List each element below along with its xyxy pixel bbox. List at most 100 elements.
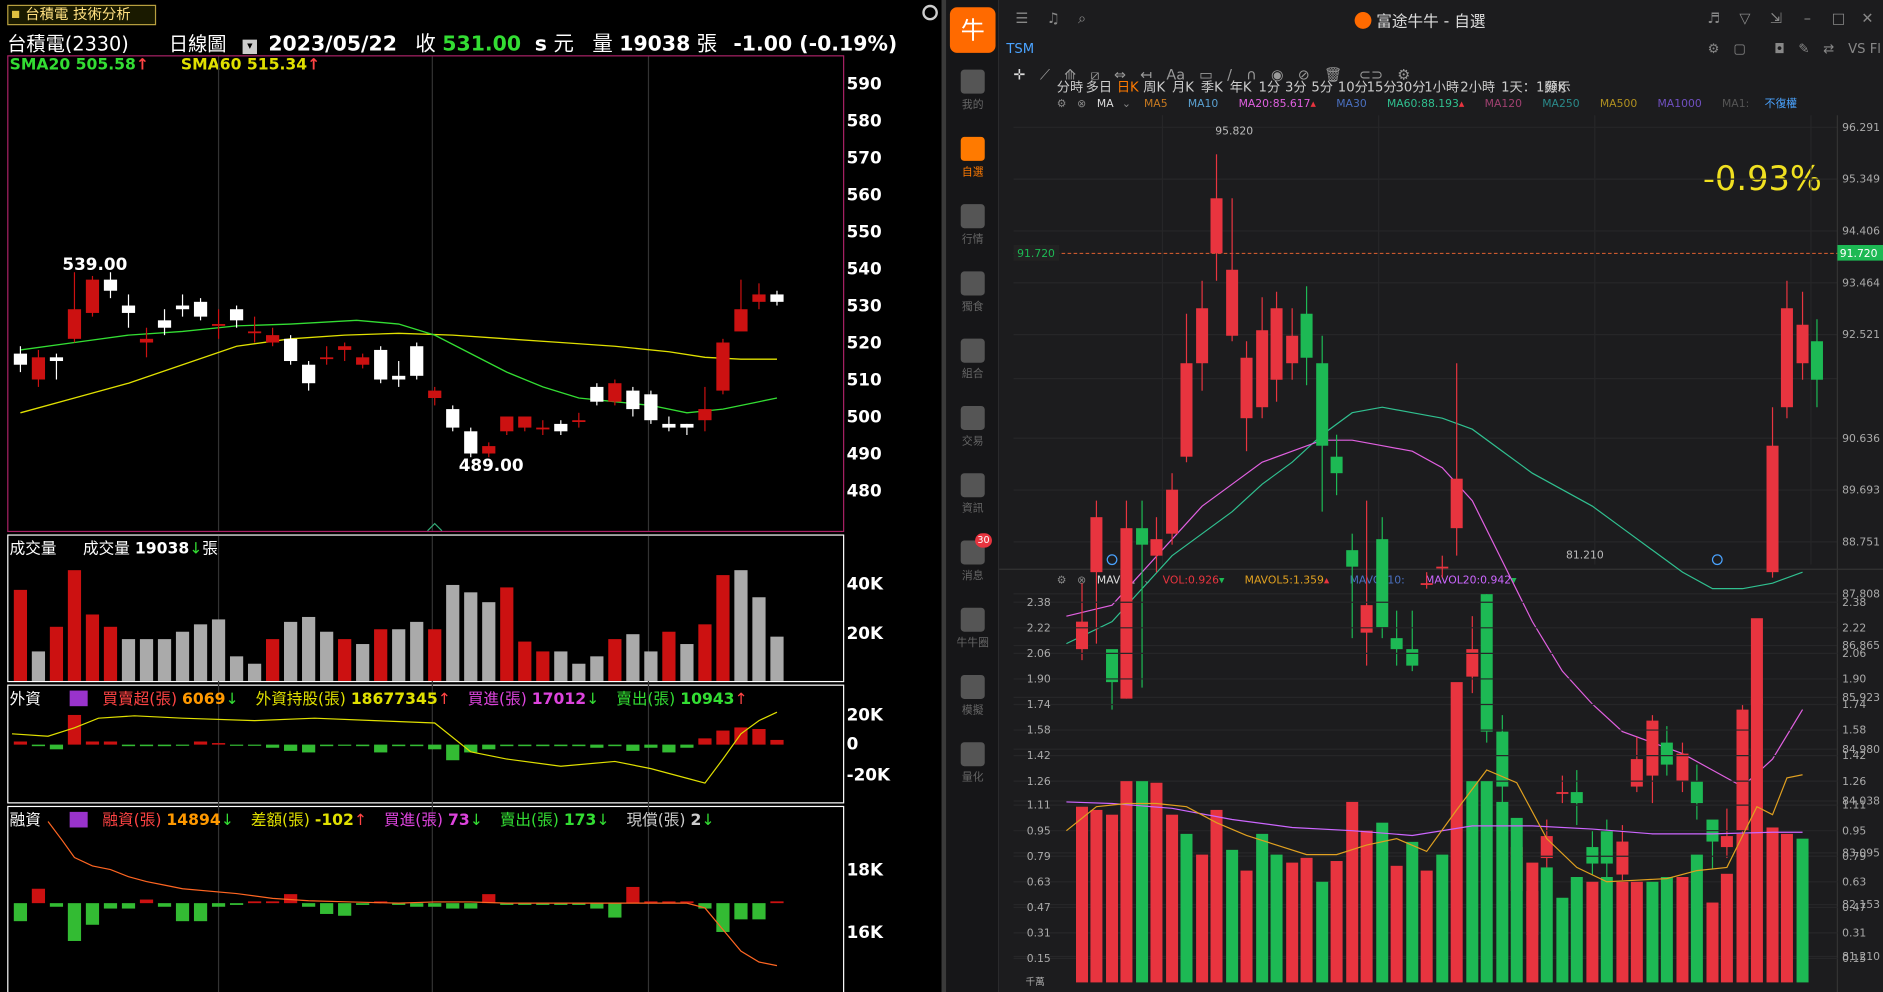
vol-settings-icon[interactable]: ⚙ xyxy=(1056,575,1067,588)
candle-body xyxy=(716,342,730,391)
vol-close-icon[interactable]: ⊗ xyxy=(1077,575,1087,588)
ma-label[interactable]: MA xyxy=(1096,98,1114,111)
volume-axis-label: 0.31 xyxy=(1842,927,1866,940)
mavol10-label: MAVOL10: xyxy=(1349,575,1405,588)
candle-body xyxy=(374,349,388,380)
drawing-toolbar: ✛ ⟋ ⟰ ⧄ ⇔ ↤ Aa ▭ ∕ ∩ ◉ ⊘ 🗑 ⊂⊃ ⚙ xyxy=(1014,66,1494,88)
timeframe-tab[interactable]: 年K xyxy=(1229,79,1252,95)
timeframe-tab[interactable]: 2小時 xyxy=(1460,79,1496,95)
sidebar-item-1[interactable]: 自選 xyxy=(946,136,999,179)
foreign-net-bar xyxy=(229,744,244,746)
search-icon[interactable]: ⌕ xyxy=(1077,9,1087,27)
price-axis-label: 560 xyxy=(847,185,882,205)
sidebar-item-10[interactable]: 量化 xyxy=(946,742,999,784)
minimize-icon[interactable]: – xyxy=(1803,9,1811,27)
sidebar-item-6[interactable]: 資訊 xyxy=(946,473,999,515)
shirt-icon[interactable]: ▽ xyxy=(1739,9,1751,27)
vs-button[interactable]: VS Fl xyxy=(1848,40,1881,57)
timeframe-tab[interactable]: 1分 xyxy=(1258,79,1281,95)
timeframe-tab[interactable]: 30分 xyxy=(1395,79,1426,95)
volume-axis-label-left: 1.42 xyxy=(1027,749,1051,762)
foreign-net-bar xyxy=(302,744,316,753)
pen-icon[interactable]: ✎ xyxy=(1798,40,1810,57)
period-dropdown-icon[interactable]: ▾ xyxy=(242,39,258,55)
bell-icon[interactable]: ♫ xyxy=(1046,9,1060,27)
candle-body xyxy=(482,446,496,454)
timeframe-tab[interactable]: 分時 xyxy=(1056,79,1084,95)
sidebar-label: 消息 xyxy=(961,570,984,583)
margin-change-bar xyxy=(590,903,604,909)
timeframe-tab[interactable]: 1天：1分K xyxy=(1501,79,1567,95)
channel-tool-icon[interactable]: ⧄ xyxy=(1090,66,1100,83)
candle-body xyxy=(1300,313,1313,358)
timeframe-tab[interactable]: 3分 xyxy=(1284,79,1307,95)
sidebar-item-2[interactable]: 行情 xyxy=(946,204,999,246)
ma-close-icon[interactable]: ⊗ xyxy=(1077,98,1087,111)
ticker-label[interactable]: TSM xyxy=(1006,40,1035,57)
arrow-tool-icon[interactable]: ↤ xyxy=(1140,66,1153,83)
timeframe-tab[interactable]: 日K xyxy=(1116,79,1139,95)
timeframe-tab[interactable]: 10分 xyxy=(1337,79,1368,95)
ma-dropdown-icon[interactable]: ⌄ xyxy=(1121,98,1131,111)
foreign-settings-icon[interactable] xyxy=(69,690,88,707)
panel-divider[interactable] xyxy=(941,0,947,992)
sidebar-item-5[interactable]: 交易 xyxy=(946,405,999,448)
eye-tool-icon[interactable]: ◉ xyxy=(1270,66,1284,83)
brush-tool-icon[interactable]: ∕ xyxy=(1227,66,1232,83)
settings-tool-icon[interactable]: ⚙ xyxy=(1397,66,1411,83)
sidebar-item-3[interactable]: 獨食 xyxy=(946,271,999,313)
timeframe-tab[interactable]: 顯示 xyxy=(1544,79,1571,95)
volume-bar xyxy=(1106,814,1119,983)
crosshair-icon[interactable]: ✛ xyxy=(1013,66,1026,83)
mavol-label[interactable]: MAVOL xyxy=(1096,575,1135,588)
hide-tool-icon[interactable]: ⊘ xyxy=(1297,66,1310,83)
window-tab[interactable]: 台積電 技術分析 xyxy=(7,4,157,26)
foreign-net-bar xyxy=(67,714,82,745)
compare-icon[interactable]: ⇄ xyxy=(1823,40,1835,57)
sidebar-item-4[interactable]: 組合 xyxy=(946,338,999,381)
delete-tool-icon[interactable]: 🗑 xyxy=(1324,66,1343,83)
pin-icon[interactable]: ⇲ xyxy=(1770,9,1783,27)
timeframe-tab[interactable]: 5分 xyxy=(1311,79,1333,95)
arrow-down-icon: ↓ xyxy=(220,811,234,830)
note-tool-icon[interactable]: ▭ xyxy=(1199,66,1213,83)
line-tool-icon[interactable]: ⟋ xyxy=(1039,66,1050,83)
candle-body xyxy=(446,409,460,428)
margin-change-bar xyxy=(139,899,154,904)
timeframe-tab[interactable]: 多日 xyxy=(1085,79,1113,95)
margin-axis-label: 16K xyxy=(847,922,884,942)
margin-change-bar xyxy=(247,901,262,904)
text-tool-icon[interactable]: Aa xyxy=(1166,66,1186,83)
zoom-icon[interactable] xyxy=(922,4,938,21)
sidebar-item-8[interactable]: 牛牛圈 xyxy=(946,607,999,650)
gear-icon[interactable]: ⚙ xyxy=(1707,40,1720,57)
camera-icon[interactable]: ◘ xyxy=(1774,40,1785,57)
timeframe-tab[interactable]: 1小時 xyxy=(1424,79,1460,95)
app-logo[interactable]: 牛 xyxy=(949,7,996,53)
layout-icon[interactable]: ▢ xyxy=(1733,40,1746,57)
price-axis-label: 530 xyxy=(847,296,882,316)
sidebar-item-7[interactable]: 消息 xyxy=(946,540,999,582)
sidebar-item-0[interactable]: 我的 xyxy=(946,69,999,112)
trend-tool-icon[interactable]: ⟰ xyxy=(1064,66,1077,83)
magnet-tool-icon[interactable]: ∩ xyxy=(1246,66,1257,83)
close-icon[interactable]: ✕ xyxy=(1861,9,1874,27)
headset-icon[interactable]: ♬ xyxy=(1707,9,1721,27)
maximize-icon[interactable]: □ xyxy=(1831,9,1846,27)
candle-body xyxy=(392,375,406,380)
ma-settings-icon[interactable]: ⚙ xyxy=(1056,98,1067,111)
tab-indicator-icon xyxy=(12,10,20,19)
mavol-dropdown-icon[interactable]: ⌄ xyxy=(1142,575,1152,588)
timeframe-tab[interactable]: 月K xyxy=(1172,79,1194,95)
timeframe-tab[interactable]: 季K xyxy=(1200,79,1223,95)
link-tool-icon[interactable]: ⊂⊃ xyxy=(1358,66,1384,83)
candle-body xyxy=(1660,742,1673,765)
timeframe-tab[interactable]: 周K xyxy=(1143,79,1166,95)
menu-icon[interactable]: ☰ xyxy=(1015,9,1029,27)
adjustment-toggle[interactable]: 不復權 xyxy=(1764,98,1798,111)
volume-bar xyxy=(1150,782,1163,983)
sidebar-item-9[interactable]: 模擬 xyxy=(946,674,999,717)
timeframe-tab[interactable]: 15分 xyxy=(1366,79,1397,95)
range-tool-icon[interactable]: ⇔ xyxy=(1113,66,1126,83)
margin-settings-icon[interactable] xyxy=(69,811,88,828)
